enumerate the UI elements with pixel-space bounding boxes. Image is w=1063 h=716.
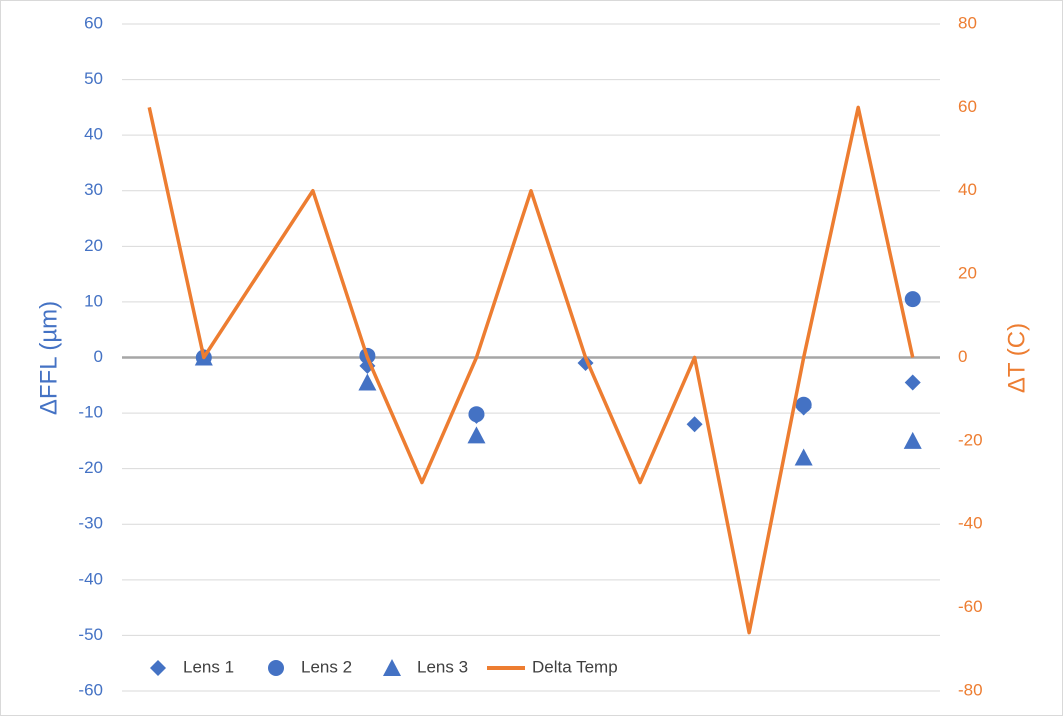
legend-label: Lens 2 xyxy=(301,657,352,676)
y-tick-label: 60 xyxy=(84,13,103,32)
legend-swatch xyxy=(268,660,284,676)
y-tick-label: -50 xyxy=(78,625,103,644)
y2-tick-label: 60 xyxy=(958,97,977,116)
y-tick-label: 10 xyxy=(84,291,103,310)
y-tick-label: -40 xyxy=(78,569,103,588)
y-tick-label: 30 xyxy=(84,180,103,199)
y-tick-label: -60 xyxy=(78,680,103,699)
y-tick-label: 0 xyxy=(94,347,103,366)
y2-tick-label: -80 xyxy=(958,680,983,699)
legend-swatch xyxy=(150,660,166,676)
y2-tick-label: 0 xyxy=(958,347,967,366)
point xyxy=(904,291,921,308)
y2-tick-label: 80 xyxy=(958,13,977,32)
y-tick-label: 50 xyxy=(84,69,103,88)
y2-tick-label: -40 xyxy=(958,514,983,533)
y-tick-label: 20 xyxy=(84,236,103,255)
legend-label: Lens 1 xyxy=(183,657,234,676)
y-tick-label: -30 xyxy=(78,514,103,533)
point xyxy=(467,426,486,444)
legend-label: Lens 3 xyxy=(417,657,468,676)
y2-tick-label: 20 xyxy=(958,264,977,283)
y-tick-label: -10 xyxy=(78,403,103,422)
point xyxy=(904,374,921,391)
y2-tick-label: -60 xyxy=(958,597,983,616)
y2-axis-title: ΔT (C) xyxy=(1003,323,1030,393)
legend-label: Delta Temp xyxy=(532,657,618,676)
point xyxy=(358,373,377,391)
point xyxy=(795,396,812,413)
y-axis-title: ΔFFL (µm) xyxy=(35,301,62,415)
y-tick-label: 40 xyxy=(84,125,103,144)
point xyxy=(686,416,703,433)
point xyxy=(903,431,922,449)
y-tick-label: -20 xyxy=(78,458,103,477)
point xyxy=(794,448,813,466)
legend-swatch xyxy=(383,659,401,676)
line-series xyxy=(147,105,915,635)
y2-tick-label: 40 xyxy=(958,180,977,199)
y2-tick-label: -20 xyxy=(958,430,983,449)
point xyxy=(468,406,485,423)
